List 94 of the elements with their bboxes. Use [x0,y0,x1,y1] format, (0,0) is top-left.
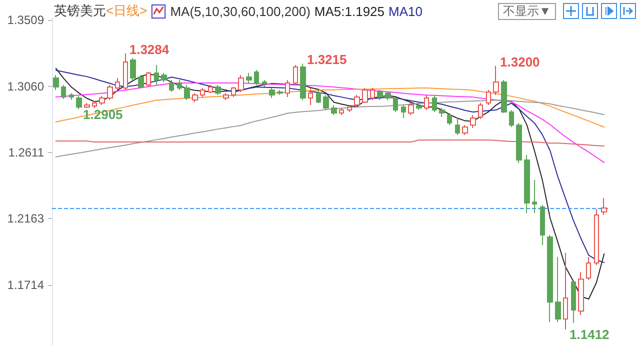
candlestick [331,104,337,116]
candlestick [246,72,252,84]
line-series [55,82,605,164]
candlestick [99,96,105,106]
line-series [55,100,605,158]
candlestick [177,79,182,90]
candlestick [516,122,522,164]
candlestick [540,204,545,246]
y-tick-label: 1.3060 [7,79,44,94]
candlestick [115,78,120,90]
candlestick [200,88,205,98]
candlestick [123,52,128,90]
candlestick [161,72,167,83]
y-tick-label: 1.2163 [7,212,44,226]
chart-title: 英镑美元 [54,2,106,20]
candlestick [223,92,229,101]
candlestick [486,89,491,106]
candlestick [84,102,90,108]
candlestick [447,112,452,126]
candlestick [524,154,530,214]
candlestick [130,57,136,80]
candlestick [416,102,422,111]
candlestick [53,74,59,90]
candlestick [146,71,151,88]
candlestick [269,88,275,98]
line-series [55,70,605,264]
line-series [55,139,605,147]
candlestick [316,89,321,104]
candlestick [432,94,437,112]
candlestick [563,252,568,330]
y-tick-label: 1.1714 [7,278,44,292]
candlestick [61,84,66,100]
line-series [55,68,605,300]
candlestick [254,70,259,86]
text: MA10 [388,4,422,18]
candlestick [169,79,174,93]
candlestick [184,84,190,101]
candlestick [455,118,460,136]
candlestick [594,208,599,266]
candlestick [470,114,476,129]
annotation: MA(5,10,30,60,100,200) [170,4,310,18]
candlestick [107,84,113,101]
text: 1.1412 [570,327,610,342]
text: 1.2905 [83,106,123,122]
candlestick [192,92,198,103]
candlestick [462,124,468,136]
candlestick [532,179,537,214]
line-series [55,88,605,128]
candlestick [547,234,553,322]
candlestick [76,96,82,110]
candlestick [300,63,306,101]
candlestick [69,92,74,101]
candlestick [408,102,414,116]
candlestick [377,89,383,101]
text: 1.3284 [129,42,170,57]
text: MA5:1.1925 [314,4,385,18]
candlestick [555,256,561,322]
candlestick [277,89,283,96]
candlestick [323,94,329,111]
candlestick [293,64,298,86]
candlestick [339,107,344,116]
candlestick [586,256,591,280]
candlestick [362,88,368,104]
candlestick [385,92,391,101]
candlestick [401,104,406,119]
candlestick [393,96,398,112]
candlestick [424,94,429,111]
candlestick [493,65,499,96]
candlestick [578,271,584,316]
text: 不显示▼ [498,2,556,20]
candlestick [509,110,514,128]
candlestick [501,79,507,114]
candlestick [571,282,576,324]
candlestick [231,86,236,98]
candlestick [238,74,244,93]
candlestick [138,74,144,89]
candlestick [601,197,607,216]
candlestick [262,79,267,88]
text: 1.3215 [306,52,347,68]
candlestick [439,107,445,118]
candlestick [92,100,97,108]
candlestick [308,88,313,106]
y-tick-label: 1.2611 [8,146,44,160]
candlestick [215,84,221,96]
candlestick [347,104,352,112]
candlestick [370,88,375,101]
y-tick-label: 1.3509 [7,13,44,28]
text: 1.3200 [500,54,540,70]
candlestick [285,79,290,98]
chart-subtitle: <日线> [106,2,148,20]
candlestick [354,94,360,108]
candlestick [208,84,213,94]
candlestick [478,102,483,120]
candlestick [154,64,159,86]
